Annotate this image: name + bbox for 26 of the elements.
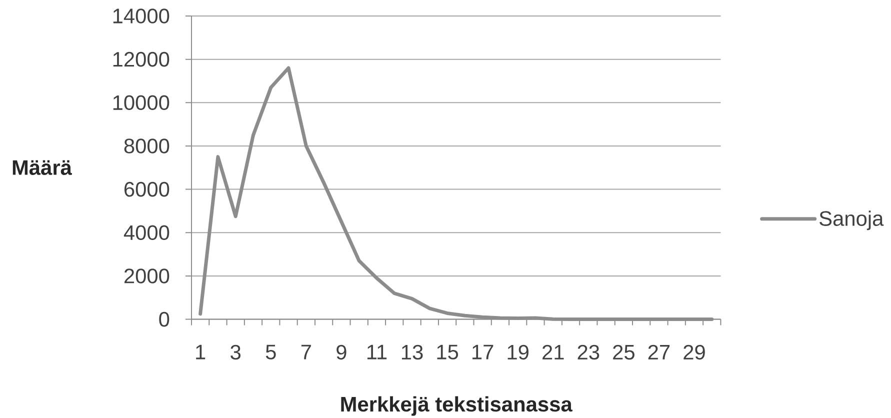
x-tick-label: 23 <box>578 344 600 360</box>
y-tick-label: 4000 <box>124 225 170 240</box>
y-tick-label: 12000 <box>113 52 170 67</box>
x-tick-label: 27 <box>648 344 670 360</box>
x-tick-label: 29 <box>684 344 705 360</box>
x-tick-label: 11 <box>367 344 387 360</box>
x-tick-label: 21 <box>542 344 564 360</box>
x-tick-label: 19 <box>508 344 528 360</box>
y-tick-label: 0 <box>159 312 170 327</box>
x-tick-label: 17 <box>472 344 494 360</box>
x-tick-label: 13 <box>402 344 423 360</box>
y-tick-label: 8000 <box>124 138 170 154</box>
x-tick-label: 5 <box>266 344 276 360</box>
y-tick-label: 2000 <box>124 268 170 284</box>
x-tick-label: 15 <box>437 344 458 360</box>
x-tick-label: 9 <box>336 344 346 360</box>
legend-label: Sanoja <box>820 210 884 230</box>
y-axis-title: Määrä <box>12 160 72 175</box>
x-axis-title: Merkkejä tekstisanassa <box>341 396 572 416</box>
y-tick-label: 14000 <box>113 8 170 24</box>
x-tick-label: 3 <box>230 344 240 360</box>
y-tick-label: 6000 <box>124 182 170 197</box>
x-tick-label: 1 <box>196 344 206 360</box>
x-tick-label: 25 <box>613 344 634 360</box>
y-tick-label: 10000 <box>113 95 170 110</box>
x-tick-label: 7 <box>301 344 311 360</box>
